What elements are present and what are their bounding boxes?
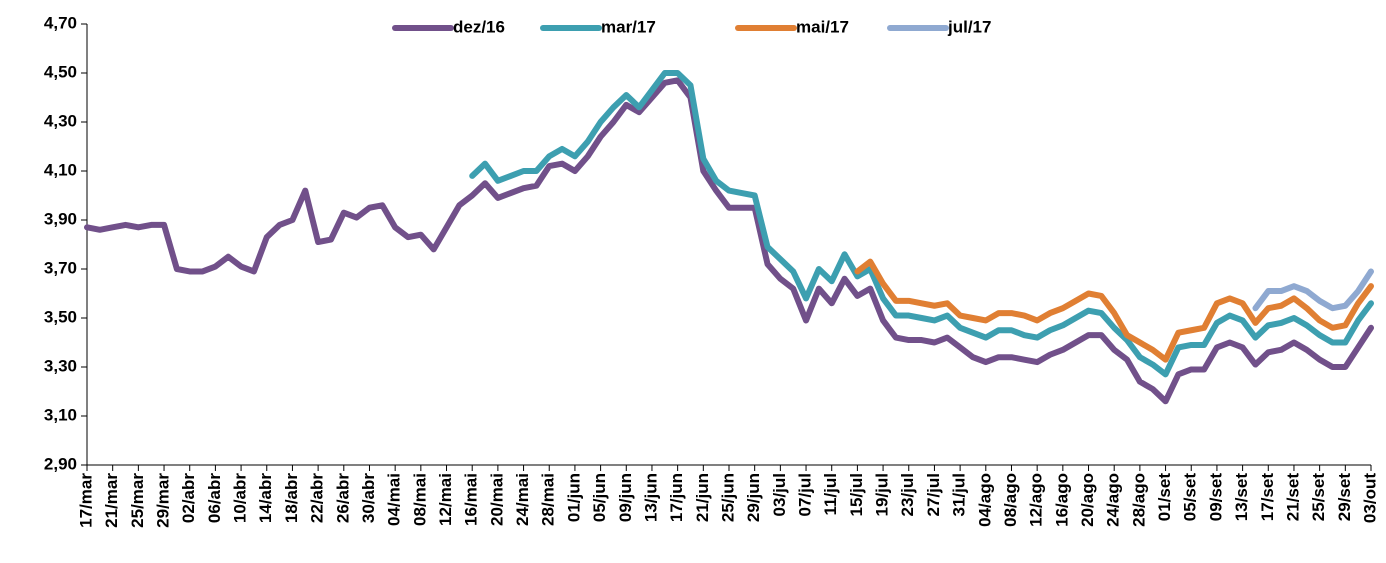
x-tick-label: 17/mar [76, 473, 95, 528]
y-tick-label: 4,70 [44, 13, 77, 32]
x-tick-label: 21/set [1283, 473, 1302, 522]
x-tick-label: 25/mar [128, 473, 147, 528]
x-tick-label: 08/ago [1001, 473, 1020, 527]
legend-label: dez/16 [453, 17, 505, 36]
x-tick-label: 29/jun [744, 473, 763, 522]
x-tick-label: 24/mai [513, 473, 532, 526]
x-tick-label: 08/mai [410, 473, 429, 526]
x-tick-label: 03/out [1360, 473, 1379, 523]
x-tick-label: 25/jun [718, 473, 737, 522]
x-tick-label: 06/abr [205, 473, 224, 523]
x-tick-label: 31/jul [950, 473, 969, 516]
x-tick-label: 05/set [1181, 473, 1200, 522]
y-tick-label: 4,10 [44, 160, 77, 179]
x-tick-label: 21/mar [102, 473, 121, 528]
series-line [469, 70, 1374, 378]
x-tick-label: 09/set [1206, 473, 1225, 522]
x-tick-label: 12/ago [1027, 473, 1046, 527]
x-tick-label: 24/ago [1104, 473, 1123, 527]
legend-label: mar/17 [601, 17, 656, 36]
x-tick-label: 22/abr [308, 473, 327, 523]
x-tick-label: 27/jul [924, 473, 943, 516]
x-tick-label: 21/jun [693, 473, 712, 522]
x-tick-label: 18/abr [282, 473, 301, 523]
x-tick-label: 29/mar [154, 473, 173, 528]
x-tick-label: 02/abr [179, 473, 198, 523]
y-tick-label: 3,90 [44, 209, 77, 228]
x-tick-label: 17/set [1258, 473, 1277, 522]
x-tick-label: 05/jun [590, 473, 609, 522]
x-tick-label: 29/set [1335, 473, 1354, 522]
x-tick-label: 20/mai [487, 473, 506, 526]
series-line [1252, 268, 1374, 312]
x-tick-label: 12/mai [436, 473, 455, 526]
y-tick-label: 4,50 [44, 62, 77, 81]
y-tick-label: 3,50 [44, 307, 77, 326]
x-tick-label: 23/jul [898, 473, 917, 516]
y-tick-label: 4,30 [44, 111, 77, 130]
series-line [854, 258, 1374, 363]
x-tick-label: 09/jun [616, 473, 635, 522]
x-tick-label: 07/jul [796, 473, 815, 516]
x-tick-label: 30/abr [359, 473, 378, 523]
series-line [84, 77, 1374, 405]
x-tick-label: 16/ago [1052, 473, 1071, 527]
y-tick-label: 2,90 [44, 454, 77, 473]
x-tick-label: 11/jul [821, 473, 840, 516]
x-tick-label: 01/jun [564, 473, 583, 522]
x-tick-label: 25/set [1309, 473, 1328, 522]
x-tick-label: 04/mai [385, 473, 404, 526]
x-tick-label: 03/jul [770, 473, 789, 516]
x-tick-label: 16/mai [462, 473, 481, 526]
x-tick-label: 13/jun [641, 473, 660, 522]
legend-label: jul/17 [947, 17, 991, 36]
x-tick-label: 13/set [1232, 473, 1251, 522]
x-tick-label: 01/set [1155, 473, 1174, 522]
x-tick-label: 28/mai [539, 473, 558, 526]
x-tick-label: 04/ago [975, 473, 994, 527]
x-tick-label: 17/jun [667, 473, 686, 522]
y-tick-label: 3,30 [44, 356, 77, 375]
x-tick-label: 26/abr [333, 473, 352, 523]
x-tick-label: 14/abr [256, 473, 275, 523]
x-tick-label: 15/jul [847, 473, 866, 516]
x-tick-label: 19/jul [873, 473, 892, 516]
x-tick-label: 20/ago [1078, 473, 1097, 527]
legend-label: mai/17 [796, 17, 849, 36]
y-tick-label: 3,70 [44, 258, 77, 277]
x-tick-label: 28/ago [1129, 473, 1148, 527]
x-tick-label: 10/abr [231, 473, 250, 523]
y-tick-label: 3,10 [44, 405, 77, 424]
